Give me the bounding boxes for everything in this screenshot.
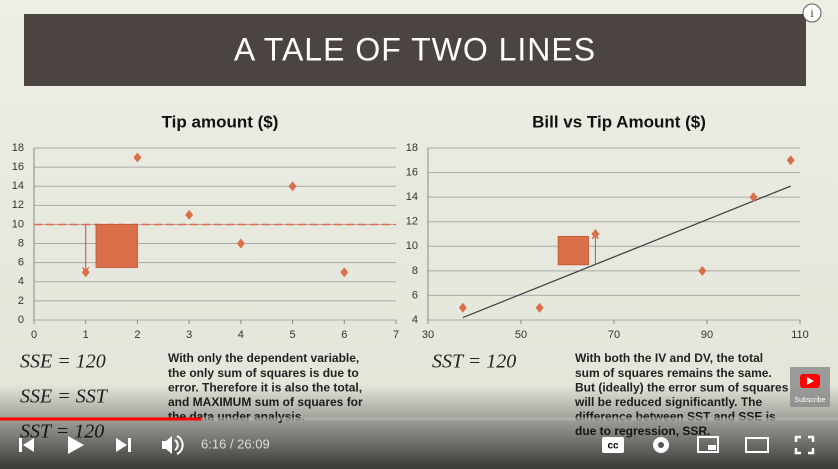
fullscreen-button[interactable]	[794, 435, 815, 455]
data-point	[698, 265, 707, 276]
data-point	[786, 155, 795, 166]
data-point	[81, 267, 90, 278]
y-tick-label: 12	[12, 199, 24, 211]
data-point	[340, 267, 349, 278]
data-point	[185, 209, 194, 220]
x-tick-label: 4	[238, 329, 244, 341]
x-tick-label: 1	[83, 329, 89, 341]
y-tick-label: 4	[18, 276, 24, 288]
data-point	[591, 229, 600, 239]
x-tick-label: 50	[515, 329, 527, 341]
prev-button[interactable]	[19, 438, 34, 452]
y-tick-label: 14	[12, 180, 24, 192]
x-tick-label: 30	[422, 329, 434, 341]
y-tick-label: 2	[18, 295, 24, 307]
y-tick-label: 4	[412, 314, 418, 326]
x-tick-label: 7	[393, 329, 399, 341]
svg-text:i: i	[810, 6, 814, 20]
paragraph-line: the only sum of squares is due to	[168, 366, 359, 380]
y-tick-label: 10	[406, 240, 418, 252]
y-tick-label: 14	[406, 191, 418, 203]
data-point	[133, 152, 142, 163]
y-tick-label: 10	[12, 218, 24, 230]
regression-line	[462, 185, 791, 319]
data-point	[288, 181, 297, 192]
x-tick-label: 110	[791, 329, 809, 341]
x-tick-label: 2	[134, 329, 140, 341]
y-tick-label: 8	[18, 237, 24, 249]
x-tick-label: 90	[701, 329, 713, 341]
equation: SST = 120	[432, 351, 516, 373]
chart-title: Bill vs Tip Amount ($)	[532, 112, 706, 131]
subscribe-watermark[interactable]: Subscribe	[790, 367, 830, 407]
theater-button[interactable]	[745, 437, 769, 453]
equation: SSE = 120	[20, 351, 106, 373]
y-tick-label: 8	[412, 265, 418, 277]
paragraph-line: With both the IV and DV, the total	[575, 351, 763, 365]
data-point	[749, 192, 758, 203]
residual-square	[95, 223, 138, 268]
x-tick-label: 3	[186, 329, 192, 341]
captions-button[interactable]: cc	[602, 437, 624, 453]
miniplayer-button[interactable]	[697, 436, 719, 453]
y-tick-label: 16	[406, 166, 418, 178]
x-tick-label: 70	[608, 329, 620, 341]
x-tick-label: 5	[290, 329, 296, 341]
y-tick-label: 18	[406, 142, 418, 154]
y-tick-label: 6	[18, 257, 24, 269]
info-button[interactable]: i	[802, 3, 822, 23]
data-point	[458, 302, 467, 313]
y-tick-label: 12	[406, 216, 418, 228]
data-point	[535, 302, 544, 313]
subscribe-label: Subscribe	[794, 397, 825, 404]
volume-button[interactable]	[162, 435, 184, 455]
chart-title: Tip amount ($)	[162, 112, 279, 131]
y-tick-label: 6	[412, 289, 418, 301]
x-tick-label: 6	[341, 329, 347, 341]
paragraph-line: sum of squares remains the same.	[575, 366, 772, 380]
time-display: 6:16 / 26:09	[201, 436, 270, 451]
settings-button[interactable]	[653, 437, 669, 453]
y-tick-label: 16	[12, 161, 24, 173]
y-tick-label: 0	[18, 314, 24, 326]
controls-shade	[0, 385, 838, 469]
residual-square	[557, 235, 589, 266]
svg-text:cc: cc	[607, 441, 619, 452]
title-bar	[24, 14, 806, 86]
x-tick-label: 0	[31, 329, 37, 341]
play-button[interactable]	[68, 436, 84, 454]
paragraph-line: With only the dependent variable,	[168, 351, 359, 365]
next-button[interactable]	[116, 438, 131, 452]
slide-title: A TALE OF TWO LINES	[234, 31, 596, 67]
y-tick-label: 18	[12, 142, 24, 154]
data-point	[236, 238, 245, 249]
